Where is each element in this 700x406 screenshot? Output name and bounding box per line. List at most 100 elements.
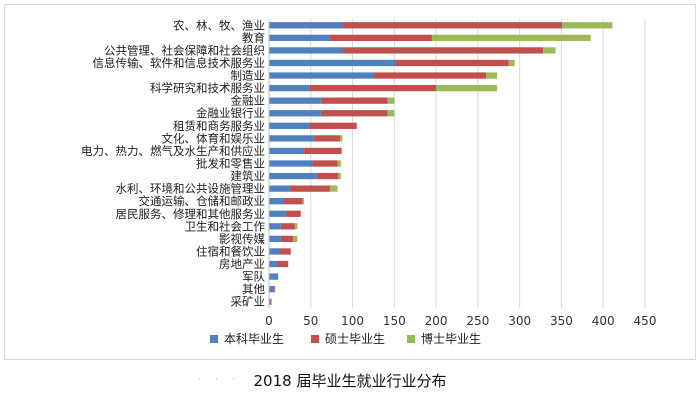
bar-segment-master [342,22,563,29]
bar-segment-master [309,122,357,129]
legend-label: 博士毕业生 [421,331,481,346]
bar-segment-master [312,160,338,167]
bar-segment-doctor [486,72,498,79]
bar-segment-master [320,97,388,104]
legend-swatch [407,335,415,343]
caption-decoration: · · · [198,375,241,384]
bar-segment-master [396,59,509,67]
bar-segment-bachelor [269,235,281,243]
legend-label: 硕士毕业生 [325,332,385,346]
bar-segment-bachelor [269,248,280,255]
bar-segment-master [342,47,544,54]
bar-segment-bachelor [269,34,330,41]
bar-segment-doctor [508,59,515,67]
bar-segment-doctor [387,110,395,117]
bar-segment-master [304,147,342,155]
category-label: 影视传媒 [219,232,265,246]
category-label: 教育 [242,31,265,45]
bar-segment-bachelor [269,198,285,205]
bar-segment-doctor [387,97,395,104]
bar-segment-doctor [302,198,305,205]
category-label: 金融业银行业 [196,106,265,120]
x-tick-label: 350 [550,314,573,328]
x-tick-label: 400 [592,314,615,328]
bar-segment-master [289,185,330,192]
bar-segment-doctor [562,22,613,29]
category-label: 文化、体育和娱乐业 [162,131,266,145]
bar-segment-bachelor [269,84,310,92]
category-label: 住宿和餐饮业 [196,244,265,258]
bar-segment-bachelor [269,223,281,230]
bar-segment-master [373,72,487,79]
bar-segment-bachelor [269,110,321,117]
bar-segment-master [284,198,303,205]
category-label: 农、林、牧、渔业 [173,18,265,32]
bar-segment-master [273,286,275,293]
bar-segment-master [285,210,301,217]
bar-segment-bachelor [269,298,271,305]
legend-label: 本科毕业生 [224,332,284,346]
x-tick-label: 450 [634,314,657,328]
bar-segment-bachelor [269,260,278,268]
category-label: 公共管理、社会保障和社会组织 [104,43,265,57]
category-label: 房地产业 [219,257,265,271]
category-label: 金融业 [231,94,266,108]
bar-segment-bachelor [269,97,321,104]
bar-segment-master [316,172,339,180]
bar-segment-bachelor [269,22,343,29]
category-label: 居民服务、修理和其他服务业 [116,207,266,221]
x-tick-label: 0 [265,314,273,328]
category-label: 水利、环境和公共设施管理业 [116,182,266,196]
bar-segment-master [309,84,437,92]
category-label: 租赁和商务服务业 [173,119,265,133]
category-label: 信息传输、软件和信息技术服务业 [93,56,266,70]
category-label: 电力、热力、燃气及水生产和供应业 [81,144,265,158]
bar-segment-bachelor [269,147,305,155]
bar-segment-doctor [431,34,591,41]
x-tick-label: 150 [383,314,406,328]
bar-segment-master [320,110,388,117]
category-label: 科学研究和技术服务业 [150,81,265,95]
industry-distribution-chart: 0 50 100 150 200 250 300 350 400 450 农、林、牧、渔业教育公共管… [81,18,657,346]
category-label: 其他 [242,282,265,296]
category-label: 交通运输、仓储和邮政业 [139,194,266,208]
bar-segment-master [277,260,289,268]
bar-segment-master [279,248,291,255]
category-label: 卫生和社会工作 [185,219,266,233]
bar-segment-bachelor [269,185,290,192]
bar-segment-doctor [337,160,341,167]
bar-segment-doctor [340,135,343,142]
bar-segment-master [280,235,294,243]
bar-segment-bachelor [269,72,374,79]
bar-segment-master [270,298,272,305]
chart-frame: 0 50 100 150 200 250 300 350 400 450 农、林、牧、渔业 教育 公共管… [4,4,696,360]
bar-segment-doctor [294,223,298,230]
legend-swatch [311,335,319,343]
bar-segment-bachelor [269,160,313,167]
category-label: 制造业 [231,69,266,83]
x-tick-label: 250 [466,314,489,328]
bar-segment-bachelor [269,47,343,54]
bar-segment-bachelor [269,210,286,217]
x-tick-label: 50 [303,314,318,328]
bar-segment-bachelor [269,286,274,293]
legend-swatch [210,335,218,343]
bar-segment-master [280,223,295,230]
x-tick-label: 300 [508,314,531,328]
chart-caption: 2018 届毕业生就业行业分布 [253,372,447,390]
bar-segment-bachelor [269,59,397,67]
bar-segment-doctor [329,185,338,192]
bar-segment-bachelor [269,122,310,129]
x-tick-label: 200 [425,314,448,328]
x-tick-label: 100 [341,314,364,328]
bar-segment-bachelor [269,273,279,280]
category-label: 采矿业 [231,295,266,309]
bar-segment-bachelor [269,135,314,142]
category-label: 批发和零售业 [196,157,265,171]
bar-segment-master [329,34,432,41]
bar-segment-master [313,135,341,142]
category-label: 军队 [242,270,265,284]
bar-segment-doctor [338,172,341,180]
bar-segment-doctor [543,47,556,54]
bar-segment-doctor [293,235,298,243]
